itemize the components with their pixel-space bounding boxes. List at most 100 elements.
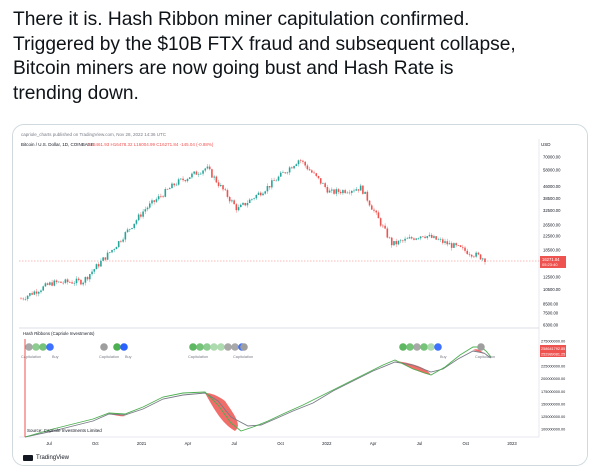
- candle-body: [255, 194, 258, 199]
- time-tick: Apr: [185, 441, 192, 446]
- price-tick: 26500.00: [543, 222, 561, 227]
- candle-body: [251, 198, 253, 200]
- signal-dot: [217, 343, 225, 351]
- candle-body: [233, 200, 235, 205]
- candle-body: [215, 176, 218, 183]
- candle-body: [304, 161, 306, 166]
- signal-dot: [406, 343, 414, 351]
- candle-body: [226, 190, 229, 197]
- signal-dot: [189, 343, 197, 351]
- hash-tick: 225000000.00: [541, 365, 565, 369]
- candle-body: [295, 164, 298, 166]
- signal-labels: Capitulation Buy Capitulation Buy Capitulati…: [21, 355, 495, 359]
- candle-body: [66, 279, 69, 283]
- time-tick: Jul: [232, 441, 237, 446]
- candle-body: [122, 239, 124, 242]
- tweet-image-card[interactable]: capriole_charts published on TradingView…: [12, 124, 588, 466]
- candle-body: [331, 189, 333, 191]
- tweet-line: trending down.: [13, 82, 139, 104]
- candle-body: [42, 286, 45, 291]
- candle-body: [102, 257, 104, 261]
- candle-body: [164, 189, 167, 197]
- candle-body: [464, 247, 466, 251]
- signal-dot: [46, 343, 54, 351]
- signal-dot: [39, 343, 47, 351]
- candle-body: [359, 185, 362, 191]
- signal-dot: [420, 343, 428, 351]
- candle-body: [213, 176, 215, 178]
- tweet-text: There it is. Hash Ribbon miner capitulat…: [13, 8, 588, 106]
- candle-body: [57, 281, 60, 283]
- candle-body: [104, 257, 107, 260]
- candle-body: [91, 271, 93, 275]
- candle-body: [211, 169, 213, 178]
- candle-body: [193, 171, 195, 174]
- signal-dot: [240, 343, 248, 351]
- tradingview-icon: [23, 455, 33, 461]
- candle-body: [40, 290, 42, 293]
- candle-body: [406, 238, 409, 240]
- signal-label: Buy: [52, 355, 59, 359]
- candle-body: [142, 211, 144, 217]
- candle-body: [366, 191, 369, 201]
- candle-body: [62, 282, 64, 284]
- candle-body: [64, 279, 67, 283]
- candle-body: [484, 258, 486, 262]
- time-tick: Oct: [462, 441, 469, 446]
- candle-body: [313, 172, 315, 174]
- price-tick: 7500.00: [543, 310, 559, 315]
- candle-body: [239, 204, 242, 208]
- signal-dot: [113, 343, 121, 351]
- hash-tick: 100000000.00: [541, 428, 565, 432]
- candle-body: [279, 172, 282, 177]
- candle-body: [153, 200, 156, 202]
- candle-body: [253, 198, 255, 199]
- candle-body: [424, 236, 426, 238]
- candle-body: [144, 209, 147, 212]
- candle-body: [128, 228, 131, 230]
- price-tick: 8500.00: [543, 302, 559, 307]
- candle-body: [20, 298, 22, 300]
- source-label: Source: Capriole Investments Limited: [27, 428, 102, 433]
- candle-body: [117, 241, 120, 247]
- candle-body: [60, 281, 62, 283]
- candle-body: [368, 200, 371, 206]
- time-tick: Apr: [370, 441, 377, 446]
- candle-body: [397, 240, 400, 245]
- candle-body: [415, 238, 417, 240]
- candle-body: [481, 258, 484, 260]
- candle-body: [410, 237, 413, 239]
- candle-body: [299, 160, 302, 161]
- candle-body: [186, 178, 189, 182]
- candle-body: [24, 299, 27, 300]
- candle-body: [197, 174, 200, 175]
- candle-body: [377, 212, 380, 219]
- tradingview-chart: capriole_charts published on TradingView…: [13, 125, 587, 465]
- candle-body: [166, 189, 169, 190]
- candle-body: [222, 185, 224, 190]
- candle-body: [419, 236, 422, 239]
- publish-line: capriole_charts published on TradingView…: [21, 132, 167, 137]
- candle-body: [200, 173, 202, 175]
- time-tick: Oct: [277, 441, 284, 446]
- time-tick: 2023: [507, 441, 517, 446]
- candle-body: [393, 241, 395, 246]
- candle-body: [319, 178, 322, 184]
- candle-body: [404, 238, 406, 241]
- price-tick: 46000.00: [543, 184, 561, 189]
- candle-body: [373, 209, 375, 211]
- candle-body: [428, 234, 431, 237]
- candle-body: [286, 172, 289, 174]
- candle-body: [350, 190, 353, 193]
- time-tick: 2021: [137, 441, 147, 446]
- time-tick: Jul: [417, 441, 422, 446]
- candle-body: [284, 172, 286, 174]
- tweet-line: Bitcoin miners are now going bust and Ha…: [13, 58, 454, 80]
- candle-body: [242, 202, 244, 205]
- candle-body: [433, 236, 435, 238]
- candle-body: [228, 196, 231, 202]
- candle-body: [51, 282, 53, 286]
- signal-dot: [434, 343, 442, 351]
- signal-label: Capitulation: [475, 355, 495, 359]
- candle-body: [29, 293, 31, 296]
